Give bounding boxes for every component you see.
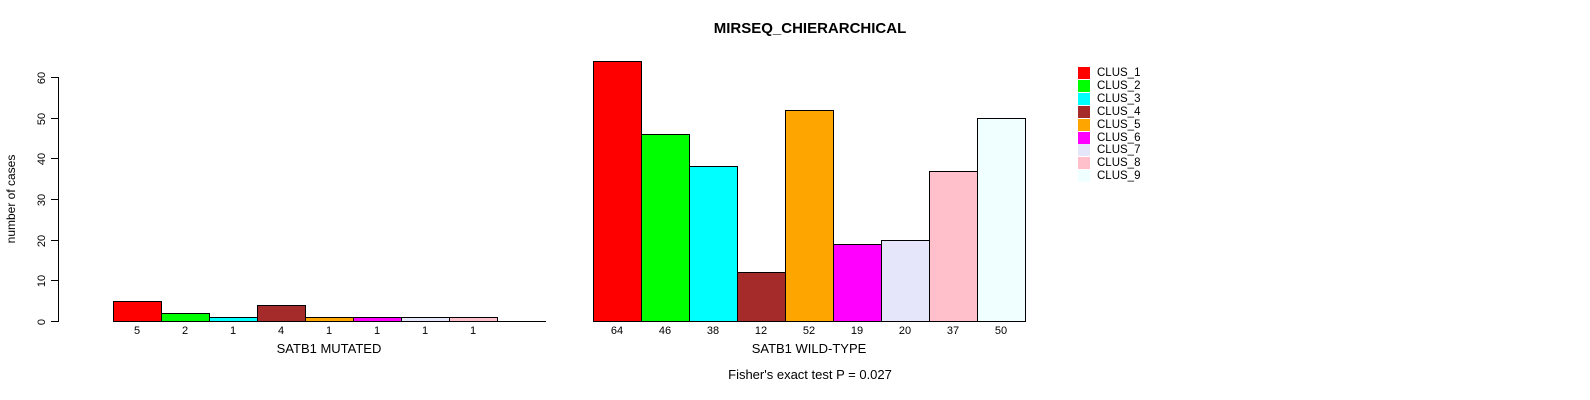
- y-axis-tick: [51, 158, 58, 159]
- y-axis-tick: [51, 118, 58, 119]
- bar-value-label: 1: [469, 325, 477, 337]
- legend-item: CLUS_8: [1078, 156, 1140, 169]
- bar-value-label: 50: [994, 325, 1008, 337]
- x-axis-label-mutated: SATB1 MUTATED: [276, 341, 382, 356]
- bar-mutated-clus_7: [401, 317, 450, 322]
- legend-swatch: [1078, 92, 1090, 105]
- y-tick-label: 0: [36, 318, 48, 326]
- bar-value-label: 19: [850, 325, 864, 337]
- bar-wild-type-clus_3: [689, 166, 738, 322]
- legend-item: CLUS_4: [1078, 105, 1140, 118]
- bar-mutated-clus_6: [353, 317, 402, 322]
- y-axis-label: number of cases: [4, 154, 18, 244]
- legend-swatch: [1078, 118, 1090, 131]
- legend-item-label: CLUS_2: [1097, 79, 1141, 92]
- y-axis-tick: [51, 199, 58, 200]
- legend-swatch: [1078, 169, 1090, 182]
- chart-title: MIRSEQ_CHIERARCHICAL: [713, 20, 907, 37]
- bar-wild-type-clus_7: [881, 240, 930, 322]
- legend-item: CLUS_3: [1078, 92, 1140, 105]
- bar-value-label: 52: [802, 325, 816, 337]
- bar-mutated-clus_2: [161, 313, 210, 322]
- y-tick-label: 10: [36, 274, 48, 288]
- legend-swatch: [1078, 143, 1090, 156]
- bar-value-label: 2: [181, 325, 189, 337]
- bar-value-label: 37: [946, 325, 960, 337]
- bar-wild-type-clus_9: [977, 118, 1026, 322]
- bar-wild-type-clus_4: [737, 272, 786, 322]
- y-tick-label: 50: [36, 112, 48, 126]
- bar-mutated-clus_5: [305, 317, 354, 322]
- bar-mutated-clus_1: [113, 301, 162, 322]
- legend-item-label: CLUS_1: [1097, 66, 1141, 79]
- legend-item-label: CLUS_4: [1097, 105, 1141, 118]
- legend-item-label: CLUS_5: [1097, 118, 1141, 131]
- legend-swatch: [1078, 66, 1090, 79]
- bar-wild-type-clus_5: [785, 110, 834, 322]
- legend-item-label: CLUS_6: [1097, 131, 1141, 144]
- bar-wild-type-clus_1: [593, 61, 642, 322]
- y-tick-label: 20: [36, 234, 48, 248]
- bar-mutated-clus_4: [257, 305, 306, 322]
- bar-wild-type-clus_8: [929, 171, 978, 322]
- bar-mutated-clus_3: [209, 317, 258, 322]
- fisher-test-annotation: Fisher's exact test P = 0.027: [728, 367, 892, 382]
- x-axis-label-wild-type: SATB1 WILD-TYPE: [751, 341, 867, 356]
- y-axis-tick: [51, 77, 58, 78]
- bar-wild-type-clus_2: [641, 134, 690, 322]
- bar-value-label: 20: [898, 325, 912, 337]
- legend-item-label: CLUS_9: [1097, 169, 1141, 182]
- y-tick-label: 40: [36, 152, 48, 166]
- legend-item: CLUS_7: [1078, 143, 1140, 156]
- y-tick-label: 30: [36, 193, 48, 207]
- y-axis-line: [58, 77, 59, 322]
- bar-value-label: 4: [277, 325, 285, 337]
- legend-item-label: CLUS_8: [1097, 156, 1141, 169]
- bar-value-label: 1: [373, 325, 381, 337]
- legend-swatch: [1078, 156, 1090, 169]
- bar-value-label: 38: [706, 325, 720, 337]
- legend-item: CLUS_2: [1078, 79, 1140, 92]
- y-axis-tick: [51, 321, 58, 322]
- y-axis-tick: [51, 280, 58, 281]
- bar-value-label: 46: [658, 325, 672, 337]
- bar-value-label: 64: [610, 325, 624, 337]
- legend-item: CLUS_5: [1078, 118, 1140, 131]
- legend-swatch: [1078, 131, 1090, 144]
- bar-value-label: 1: [229, 325, 237, 337]
- legend-item: CLUS_6: [1078, 131, 1140, 144]
- legend-item-label: CLUS_7: [1097, 143, 1141, 156]
- bar-value-label: 1: [325, 325, 333, 337]
- bar-value-label: 12: [754, 325, 768, 337]
- y-tick-label: 60: [36, 71, 48, 85]
- legend-swatch: [1078, 79, 1090, 92]
- bar-value-label: 1: [421, 325, 429, 337]
- y-axis-tick: [51, 240, 58, 241]
- bar-mutated-clus_8: [449, 317, 498, 322]
- bar-value-label: 5: [133, 325, 141, 337]
- bar-wild-type-clus_6: [833, 244, 882, 322]
- legend-item: CLUS_9: [1078, 169, 1140, 182]
- legend-item-label: CLUS_3: [1097, 92, 1141, 105]
- legend-swatch: [1078, 105, 1090, 118]
- legend-item: CLUS_1: [1078, 66, 1140, 79]
